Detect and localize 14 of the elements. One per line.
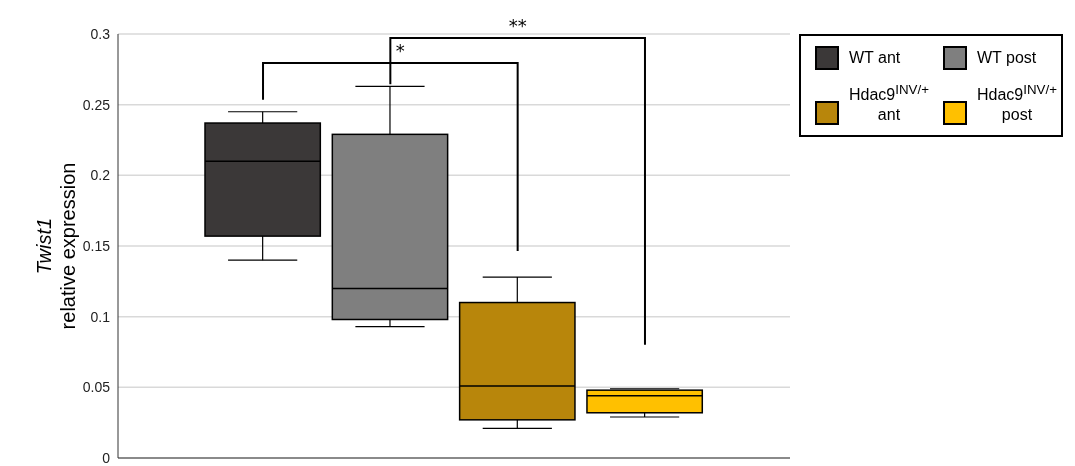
y-tick-label: 0.15 — [82, 237, 111, 254]
y-tick-label: 0.2 — [90, 167, 111, 184]
y-tick-label: 0 — [102, 449, 111, 466]
legend-label: Hdac9$^{INV/+}$ post — [976, 82, 1057, 124]
annotation: * — [395, 40, 405, 61]
y-tick-label: 0.1 — [90, 308, 111, 325]
y-axis-title: Twist1 relative expression — [32, 162, 80, 330]
y-tick-label: 0.3 — [90, 25, 111, 42]
y-tick-label: 0.05 — [82, 379, 111, 396]
y-tick-label: 0.25 — [82, 96, 111, 113]
legend-label: WT ant — [849, 49, 901, 66]
annotation: ** — [508, 15, 527, 36]
legend-label: WT post — [976, 49, 1037, 66]
legend-label: Hdac9$^{INV/+}$ ant — [849, 82, 929, 124]
